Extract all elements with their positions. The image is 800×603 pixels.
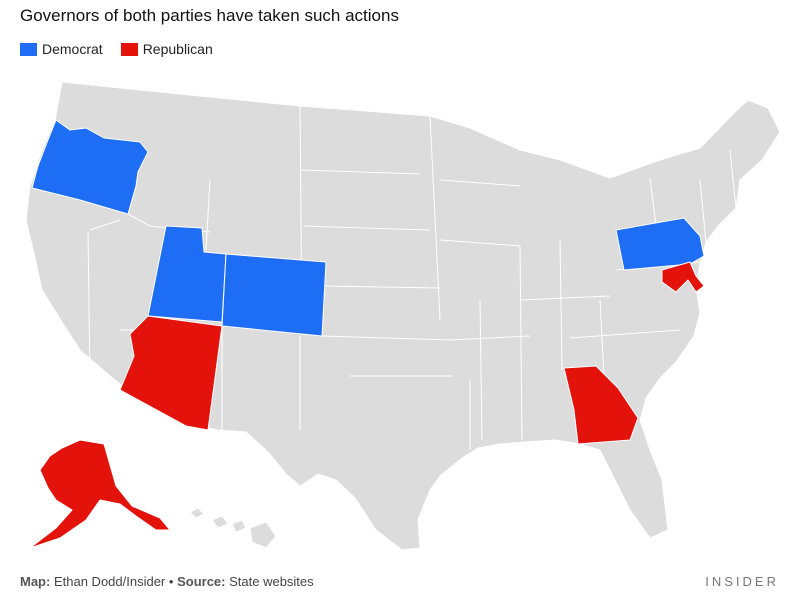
state-colorado <box>221 253 327 337</box>
legend: Democrat Republican <box>20 41 231 57</box>
state-alaska <box>29 439 171 549</box>
map-credit: Ethan Dodd/Insider <box>53 574 166 589</box>
chart-title: Governors of both parties have taken suc… <box>20 6 399 25</box>
us-map <box>25 81 781 551</box>
legend-label-republican: Republican <box>142 41 213 57</box>
map-label: Map: <box>20 574 51 589</box>
insider-logo: INSIDER <box>705 574 779 589</box>
source-text: State websites <box>229 574 314 589</box>
hawaii <box>189 507 277 549</box>
state-oregon <box>31 119 149 215</box>
state-arizona <box>119 315 223 431</box>
footer-credits: Map: Ethan Dodd/Insider • Source: State … <box>20 574 314 589</box>
state-maryland <box>661 261 705 293</box>
state-pennsylvania <box>615 217 705 271</box>
legend-label-democrat: Democrat <box>42 41 103 57</box>
state-georgia <box>563 365 639 445</box>
legend-item-democrat: Democrat <box>20 41 103 57</box>
separator: • <box>168 574 174 589</box>
republican-swatch <box>120 42 138 56</box>
democrat-swatch <box>20 42 37 56</box>
legend-item-republican: Republican <box>120 41 213 57</box>
source-label: Source: <box>177 574 226 589</box>
